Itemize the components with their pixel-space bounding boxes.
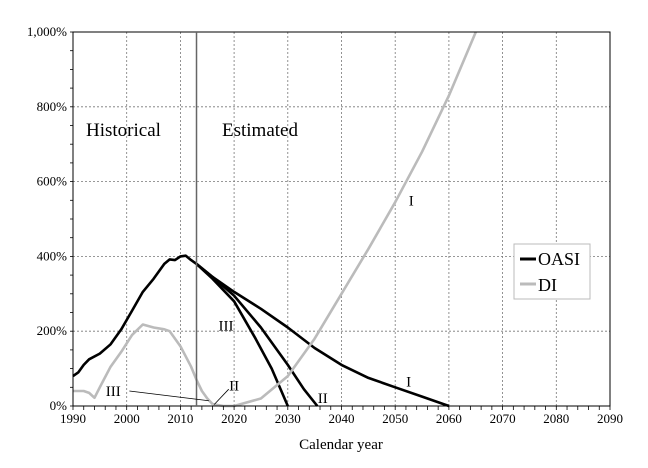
series-line-oasi-i xyxy=(195,262,450,408)
historical-label: Historical xyxy=(86,120,161,141)
x-tick-label: 2090 xyxy=(597,411,623,426)
x-tick-label: 2070 xyxy=(490,411,516,426)
x-tick-label: 2040 xyxy=(329,411,355,426)
y-tick-label: 400% xyxy=(37,248,68,263)
legend-oasi-label: OASI xyxy=(538,249,580,269)
y-tick-label: 600% xyxy=(37,174,68,189)
x-tick-label: 2020 xyxy=(221,411,247,426)
x-tick-label: 2010 xyxy=(167,411,193,426)
annotation-label: I xyxy=(409,193,414,209)
x-tick-label: 2080 xyxy=(543,411,569,426)
series-line-oasi-iii xyxy=(195,262,289,407)
y-tick-label: 1,000% xyxy=(27,24,67,39)
annotation-label: I xyxy=(406,375,411,391)
series-line-di-historical xyxy=(73,323,214,405)
x-tick-label: 2030 xyxy=(275,411,301,426)
estimated-label: Estimated xyxy=(222,120,298,141)
series-line-di-i xyxy=(212,31,477,408)
series-line-oasi-historical xyxy=(72,254,198,378)
y-tick-label: 200% xyxy=(37,323,68,338)
x-tick-label: 2000 xyxy=(114,411,140,426)
annotation-arrow-ii xyxy=(213,388,230,405)
series-group xyxy=(72,31,477,408)
annotation-arrow-iii xyxy=(129,390,209,402)
plot-frame xyxy=(72,31,611,407)
y-tick-label: 800% xyxy=(37,99,68,114)
legend: OASI DI xyxy=(513,243,591,300)
x-tick-label: 2050 xyxy=(382,411,408,426)
annotation-label: III xyxy=(219,319,234,335)
annotation-label: II xyxy=(318,391,328,407)
x-tick-label: 2060 xyxy=(436,411,462,426)
annotation-label: III xyxy=(106,384,121,400)
axes: 1990 2000 2010 2020 2030 2040 2050 2060 2070 2080… xyxy=(27,24,623,426)
x-axis-label: Calendar year xyxy=(299,437,383,453)
grid xyxy=(73,31,611,406)
y-tick-label: 0% xyxy=(50,398,68,413)
legend-di-label: DI xyxy=(538,275,557,295)
series-line-oasi-ii xyxy=(195,262,319,407)
x-tick-label: 1990 xyxy=(60,411,86,426)
annotation-label: II xyxy=(229,378,239,394)
